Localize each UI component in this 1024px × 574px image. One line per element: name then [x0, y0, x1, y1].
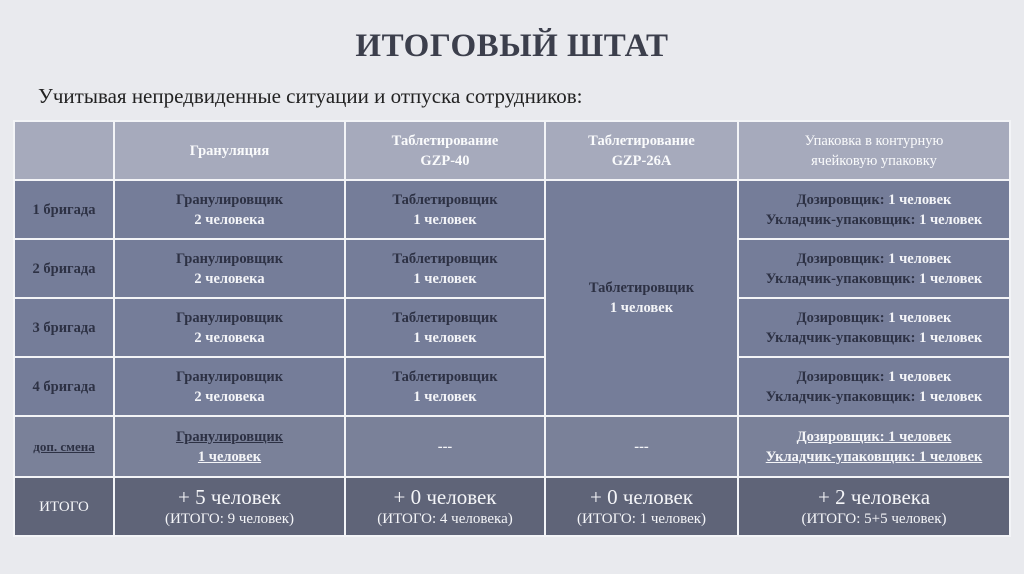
tab-role: Таблетировщик	[392, 309, 498, 326]
gran-cell: Гранулировщик 2 человека	[113, 179, 346, 240]
dos-text: Дозировщик: 1 человек	[796, 428, 952, 445]
dos-label: Дозировщик:	[796, 309, 885, 326]
staff-table: Грануляция Таблетирование GZP-40 Таблети…	[13, 120, 1011, 537]
gran-cell: Гранулировщик 2 человека	[113, 356, 346, 417]
total-sub: (ИТОГО: 4 человека)	[377, 510, 513, 527]
gran-cell: Гранулировщик 2 человека	[113, 297, 346, 358]
total-cell: + 0 человек (ИТОГО: 4 человека)	[344, 476, 546, 537]
total-main: + 5 человек	[177, 484, 282, 509]
dos-label: Дозировщик:	[796, 191, 885, 208]
row-label: 2 бригада	[13, 238, 115, 299]
brigade-row: 3 бригада Гранулировщик 2 человека Таблет…	[13, 297, 1011, 358]
gran-role: Гранулировщик	[175, 250, 284, 267]
tab-count: 1 человек	[413, 270, 477, 287]
gzp26-cell: ---	[544, 415, 739, 478]
brigade-row: 4 бригада Гранулировщик 2 человека Таблет…	[13, 356, 1011, 417]
header-cell: Упаковка в контурную ячейковую упаковку	[737, 120, 1011, 181]
pack-label: Укладчик-упаковщик:	[765, 329, 916, 346]
total-main: + 0 человек	[393, 484, 497, 509]
total-sub: (ИТОГО: 5+5 человек)	[801, 510, 947, 527]
pack-label: Укладчик-упаковщик:	[765, 211, 916, 228]
tab-cell: Таблетировщик 1 человек	[344, 179, 546, 240]
tab-count: 1 человек	[413, 329, 477, 346]
header-cell: Грануляция	[113, 120, 346, 181]
extra-shift-row: доп. смена Гранулировщик 1 человек --- --…	[13, 415, 1011, 478]
dos-count: 1 человек	[888, 309, 952, 326]
total-sub: (ИТОГО: 1 человек)	[576, 510, 707, 527]
subtitle: Учитывая непредвиденные ситуации и отпус…	[38, 84, 583, 108]
tab-role: Таблетировщик	[392, 191, 498, 208]
tab-role: Таблетировщик	[392, 250, 498, 267]
brigade-row: 1 бригада Гранулировщик 2 человека Таблет…	[13, 179, 1011, 417]
total-cell: + 0 человек (ИТОГО: 1 человек)	[544, 476, 739, 537]
total-main: + 0 человек	[589, 484, 694, 509]
pack-cell: Дозировщик: 1 человек Укладчик-упаковщик:…	[737, 179, 1011, 240]
gzp26-count: 1 человек	[609, 300, 674, 316]
pack-cell: Дозировщик: 1 человек Укладчик-упаковщик:…	[737, 238, 1011, 299]
gran-role: Гранулировщик	[175, 191, 284, 208]
gran-count: 2 человека	[194, 211, 265, 228]
pack-label: Укладчик-упаковщик:	[765, 388, 916, 405]
pack-count: 1 человек	[919, 211, 983, 228]
gran-count: 2 человека	[194, 329, 265, 346]
total-row: ИТОГО + 5 человек (ИТОГО: 9 человек) + 0 …	[13, 476, 1011, 537]
header-cell: Таблетирование GZP-40	[344, 120, 546, 181]
total-main: + 2 человека	[817, 484, 931, 509]
pack-count: 1 человек	[919, 270, 983, 287]
tab-count: 1 человек	[413, 388, 477, 405]
row-label: 1 бригада	[13, 179, 115, 240]
pack-count: 1 человек	[919, 388, 983, 405]
dos-label: Дозировщик:	[796, 250, 885, 267]
gran-role: Гранулировщик	[175, 309, 284, 326]
dos-label: Дозировщик:	[796, 368, 885, 385]
dos-count: 1 человек	[888, 250, 952, 267]
header-cell	[13, 120, 115, 181]
pack-label: Укладчик-упаковщик:	[765, 270, 916, 287]
header-row: Грануляция Таблетирование GZP-40 Таблети…	[13, 120, 1011, 181]
gran-count: 1 человек	[197, 448, 262, 465]
page-title: ИТОГОВЫЙ ШТАТ	[355, 28, 669, 64]
row-label: 4 бригада	[13, 356, 115, 417]
row-label: 3 бригада	[13, 297, 115, 358]
pack-text: Укладчик-упаковщик: 1 человек	[765, 448, 983, 465]
dos-count: 1 человек	[888, 368, 952, 385]
tab-cell: Таблетировщик 1 человек	[344, 238, 546, 299]
pack-cell: Дозировщик: 1 человек Укладчик-упаковщик:…	[737, 297, 1011, 358]
pack-cell: Дозировщик: 1 человек Укладчик-упаковщик:…	[737, 356, 1011, 417]
dos-count: 1 человек	[888, 191, 952, 208]
pack-count: 1 человек	[919, 329, 983, 346]
gzp26-cell: Таблетировщик 1 человек	[544, 179, 739, 417]
total-cell: + 2 человека (ИТОГО: 5+5 человек)	[737, 476, 1011, 537]
tab-cell: Таблетировщик 1 человек	[344, 297, 546, 358]
gzp26-role: Таблетировщик	[588, 280, 695, 296]
tab-count: 1 человек	[413, 211, 477, 228]
brigade-row: 2 бригада Гранулировщик 2 человека Таблет…	[13, 238, 1011, 299]
tab-role: Таблетировщик	[392, 368, 498, 385]
total-cell: + 5 человек (ИТОГО: 9 человек)	[113, 476, 346, 537]
header-cell: Таблетирование GZP-26A	[544, 120, 739, 181]
gran-cell: Гранулировщик 2 человека	[113, 238, 346, 299]
tab-cell: Таблетировщик 1 человек	[344, 356, 546, 417]
tab-cell: ---	[344, 415, 546, 478]
total-label: ИТОГО	[13, 476, 115, 537]
total-sub: (ИТОГО: 9 человек)	[164, 510, 295, 527]
gran-count: 2 человека	[194, 388, 265, 405]
gran-count: 2 человека	[194, 270, 265, 287]
row-label: доп. смена	[33, 438, 95, 454]
gran-role: Гранулировщик	[175, 368, 284, 385]
gran-role: Гранулировщик	[175, 428, 284, 445]
